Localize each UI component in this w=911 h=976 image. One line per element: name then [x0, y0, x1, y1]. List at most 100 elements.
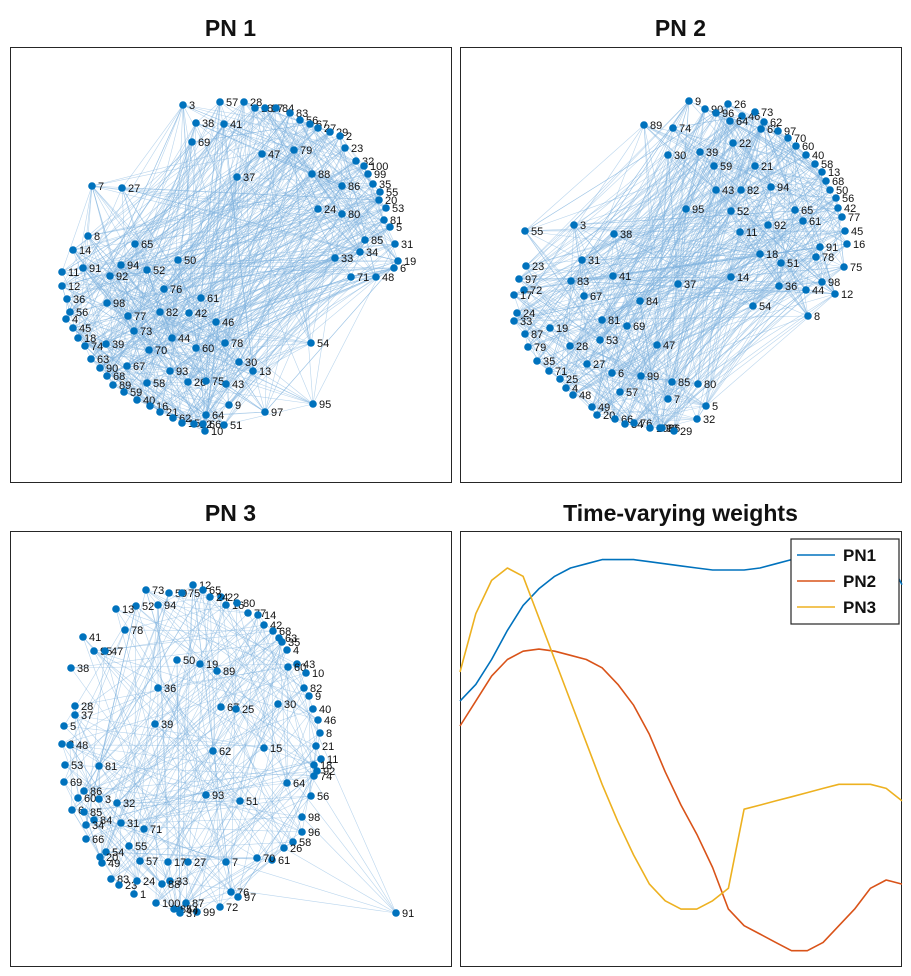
edge [661, 418, 698, 429]
node [87, 355, 95, 363]
edge [82, 267, 125, 393]
legend-label: PN3 [843, 598, 876, 617]
node [158, 880, 166, 888]
edge [181, 135, 341, 424]
edge [187, 596, 211, 863]
edge [64, 764, 169, 863]
edge [778, 262, 782, 287]
node [168, 334, 176, 342]
node [646, 424, 654, 432]
edge [613, 233, 698, 420]
node-label: 44 [178, 333, 190, 345]
edge [87, 185, 93, 237]
edge [317, 147, 346, 210]
node [305, 692, 313, 700]
edge [586, 363, 673, 383]
edge [223, 123, 254, 372]
edge [98, 672, 307, 800]
node [222, 380, 230, 388]
edge [228, 243, 396, 406]
edge [278, 637, 288, 784]
node [724, 100, 732, 108]
edge [77, 123, 225, 339]
node-label: 40 [812, 150, 824, 162]
edge [569, 345, 675, 432]
edge [105, 343, 174, 419]
node-label: 81 [105, 761, 117, 773]
edge [120, 264, 217, 323]
edge [548, 259, 583, 372]
edge [704, 108, 772, 188]
node [60, 778, 68, 786]
node [658, 424, 666, 432]
node [165, 589, 173, 597]
node-label: 21 [322, 741, 334, 753]
node-label: 57 [226, 97, 238, 109]
node [109, 381, 117, 389]
legend-label: PN1 [843, 546, 876, 565]
edge [224, 276, 377, 344]
node [391, 240, 399, 248]
node-label: 62 [219, 746, 231, 758]
node-label: 86 [348, 181, 360, 193]
edge [205, 112, 291, 416]
edge [317, 208, 385, 221]
edge [65, 141, 193, 320]
edge [106, 101, 221, 304]
node [784, 134, 792, 142]
node [182, 899, 190, 907]
node-label: 70 [794, 133, 806, 145]
edge [124, 629, 274, 632]
node [834, 204, 842, 212]
edge [205, 183, 374, 416]
node-label: 71 [555, 366, 567, 378]
edge [205, 794, 241, 802]
nodes-layer: 3572818878483566727292384169477923321009… [58, 96, 865, 920]
edge [518, 100, 690, 280]
edge [525, 100, 690, 267]
edge [536, 360, 707, 407]
node [702, 402, 710, 410]
node-label: 27 [194, 857, 206, 869]
node-label: 41 [619, 271, 631, 283]
edge [65, 187, 123, 320]
edge [120, 687, 305, 824]
edge [802, 220, 848, 245]
edge [518, 278, 699, 385]
node-label: 34 [366, 247, 378, 259]
node [130, 890, 138, 898]
edge [193, 185, 343, 425]
node [216, 98, 224, 106]
node-label: 11 [327, 754, 338, 766]
edge [559, 171, 823, 380]
node [220, 421, 228, 429]
node [640, 121, 648, 129]
edge [116, 782, 288, 804]
legend-label: PN2 [843, 572, 876, 591]
node [306, 120, 314, 128]
node [637, 372, 645, 380]
edge [639, 230, 846, 302]
node [701, 105, 709, 113]
node-label: 24 [216, 592, 228, 604]
node-label: 54 [317, 338, 329, 350]
node-label: 26 [734, 99, 746, 111]
edge [643, 124, 848, 245]
node [71, 711, 79, 719]
edge [74, 714, 175, 910]
node [610, 230, 618, 238]
node-label: 77 [134, 311, 146, 323]
node-label: 68 [113, 371, 125, 383]
node [749, 302, 757, 310]
edge [819, 246, 823, 283]
edge [133, 604, 159, 895]
node [694, 380, 702, 388]
edge [146, 269, 206, 432]
edge [83, 790, 163, 885]
node [132, 602, 140, 610]
edge [548, 124, 645, 372]
node [103, 299, 111, 307]
edge [98, 666, 289, 800]
edge [596, 207, 839, 416]
edge [287, 666, 397, 914]
